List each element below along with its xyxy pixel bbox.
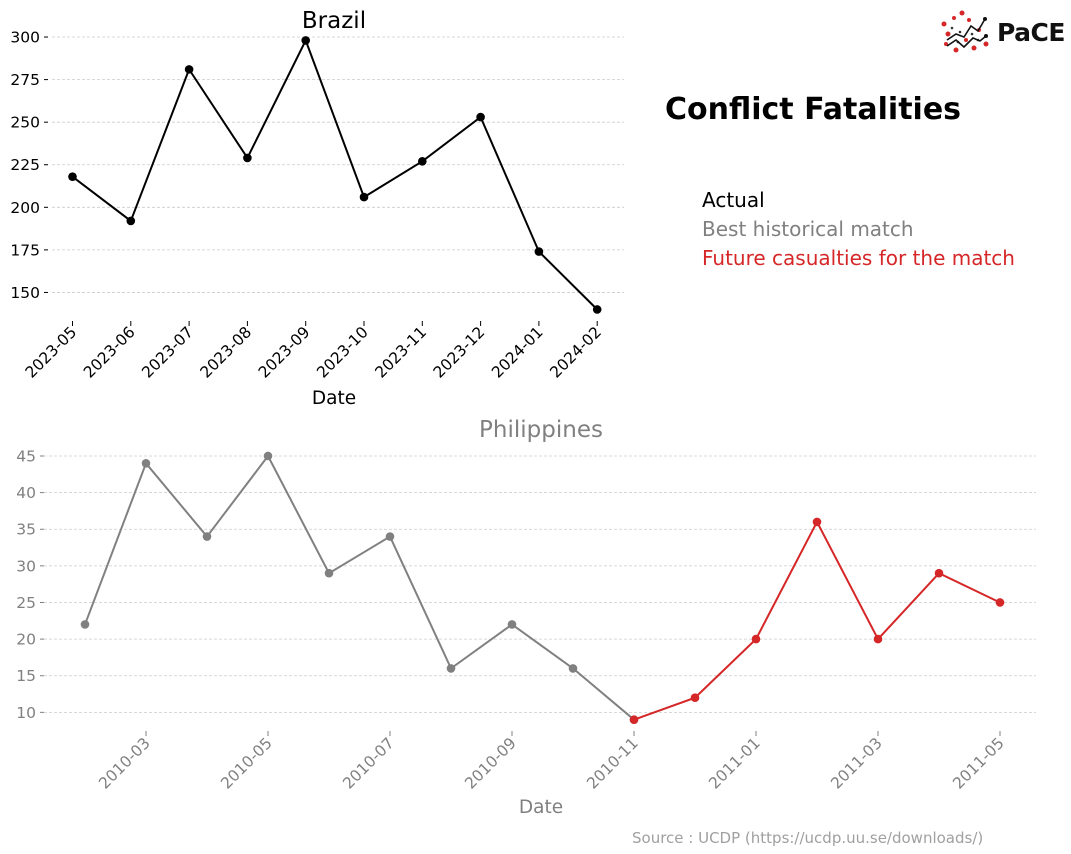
x-tick-label: 2011-01 xyxy=(705,734,764,793)
legend-item-actual: Actual xyxy=(702,188,765,212)
y-tick-label: 35 xyxy=(16,521,36,539)
x-tick-label: 2010-03 xyxy=(95,734,154,793)
logo-mark-icon xyxy=(941,10,989,53)
x-tick-label: 2023-06 xyxy=(80,323,139,382)
data-point xyxy=(202,532,212,541)
y-tick-label: 200 xyxy=(10,199,40,217)
x-tick-label: 2023-08 xyxy=(197,323,256,382)
chart-title: Brazil xyxy=(302,8,366,34)
data-point xyxy=(243,153,252,163)
data-point xyxy=(141,459,151,468)
series-line-historical-match xyxy=(84,454,635,721)
data-point xyxy=(507,620,517,629)
y-tick-label: 20 xyxy=(16,631,36,649)
data-point xyxy=(873,634,883,644)
x-tick-label: 2024-01 xyxy=(488,323,547,382)
x-tick-label: 2010-09 xyxy=(461,734,520,793)
chart-title: Philippines xyxy=(479,417,603,443)
x-tick-label: 2011-03 xyxy=(827,734,886,793)
legend-item-historical-match: Best historical match xyxy=(702,217,914,241)
logo-text: PaCE xyxy=(997,18,1065,47)
page-title: Conflict Fatalities xyxy=(665,92,962,127)
x-axis-label: Date xyxy=(312,388,356,409)
x-tick-label: 2010-07 xyxy=(339,734,398,793)
series-line-actual xyxy=(71,37,598,311)
data-point xyxy=(751,634,761,644)
data-point xyxy=(534,247,544,256)
y-tick-label: 250 xyxy=(10,114,40,132)
legend-item-future-casualties: Future casualties for the match xyxy=(702,246,1015,270)
y-tick-label: 30 xyxy=(16,557,36,575)
data-point xyxy=(418,157,427,166)
y-tick-label: 10 xyxy=(16,704,36,722)
data-point xyxy=(301,36,311,45)
data-point xyxy=(263,451,273,461)
x-tick-label: 2010-05 xyxy=(217,734,276,793)
pace-logo: PaCE xyxy=(938,10,1065,56)
data-point xyxy=(126,216,136,226)
y-tick-label: 300 xyxy=(10,29,40,47)
data-point xyxy=(359,192,369,202)
data-point xyxy=(324,568,334,578)
x-tick-label: 2023-12 xyxy=(430,323,489,382)
data-point xyxy=(690,693,700,703)
y-tick-label: 150 xyxy=(10,284,40,302)
y-tick-label: 25 xyxy=(16,594,36,612)
x-tick-label: 2023-05 xyxy=(22,323,81,382)
data-point xyxy=(934,568,944,578)
y-tick-label: 225 xyxy=(10,156,40,174)
y-tick-label: 40 xyxy=(16,484,36,502)
x-tick-label: 2010-11 xyxy=(583,734,642,793)
y-tick-label: 175 xyxy=(10,241,40,259)
y-tick-label: 275 xyxy=(10,71,40,89)
y-tick-label: 45 xyxy=(16,447,36,465)
legend: Actual Best historical match Future casu… xyxy=(702,186,1015,273)
x-tick-label: 2023-10 xyxy=(313,323,372,382)
data-point xyxy=(385,532,395,541)
data-point xyxy=(476,112,485,122)
data-point xyxy=(592,305,602,314)
x-tick-label: 2023-07 xyxy=(138,323,197,382)
data-point xyxy=(80,620,90,629)
x-tick-label: 2023-11 xyxy=(372,323,431,382)
data-point xyxy=(812,517,822,527)
data-point xyxy=(568,664,578,673)
x-axis-label: Date xyxy=(519,797,563,818)
x-tick-label: 2023-09 xyxy=(255,323,314,382)
x-tick-label: 2024-02 xyxy=(547,323,606,382)
data-point xyxy=(629,715,639,724)
data-point xyxy=(995,598,1005,607)
data-point xyxy=(446,664,456,673)
source-note: Source : UCDP (https://ucdp.uu.se/downlo… xyxy=(632,829,984,847)
data-point xyxy=(184,65,194,74)
x-tick-label: 2011-05 xyxy=(949,734,1008,793)
y-tick-label: 15 xyxy=(16,667,36,685)
series-line-future-casualties xyxy=(633,519,1001,721)
data-point xyxy=(68,172,77,181)
